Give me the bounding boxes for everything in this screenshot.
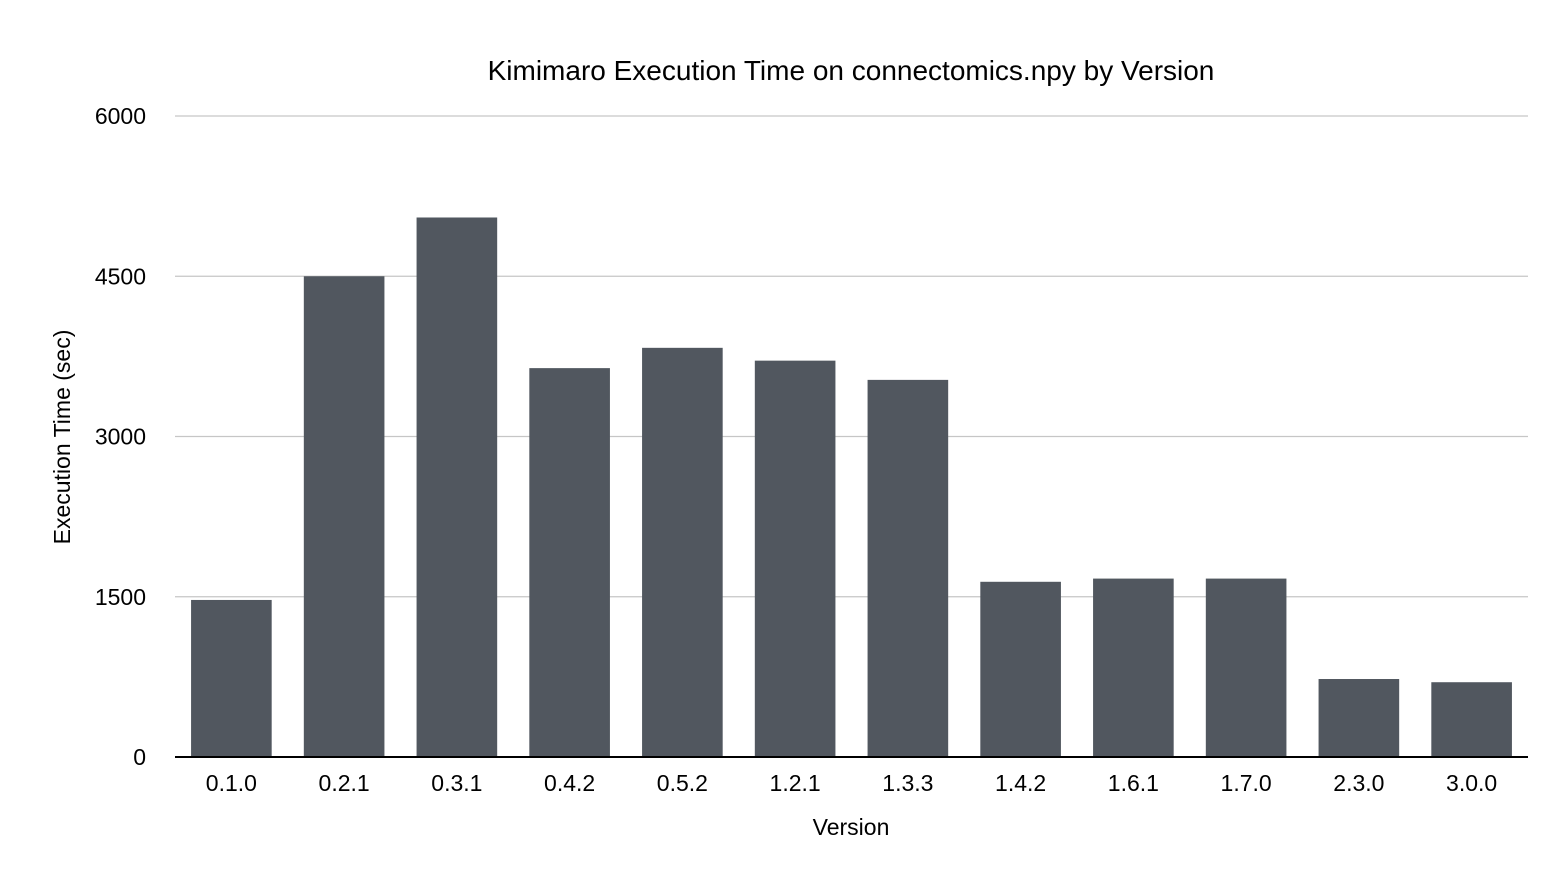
x-tick-label: 1.2.1 xyxy=(770,770,821,796)
x-tick-label: 1.7.0 xyxy=(1221,770,1272,796)
bars xyxy=(191,217,1512,757)
y-tick-label: 0 xyxy=(133,744,146,770)
x-tick-labels: 0.1.0 0.2.1 0.3.1 0.4.2 0.5.2 1.2.1 1.3.3 1.4.2… xyxy=(206,770,1497,796)
bar-2.3.0 xyxy=(1318,679,1400,757)
x-tick-label: 1.3.3 xyxy=(882,770,933,796)
bar-3.0.0 xyxy=(1431,682,1512,757)
x-tick-label: 0.3.1 xyxy=(431,770,482,796)
x-tick-label: 1.4.2 xyxy=(995,770,1046,796)
x-tick-label: 0.1.0 xyxy=(206,770,257,796)
y-tick-labels: 0 1500 3000 4500 6000 xyxy=(95,103,146,770)
bar-1.7.0 xyxy=(1205,578,1287,757)
x-tick-label: 3.0.0 xyxy=(1446,770,1497,796)
y-tick-label: 1500 xyxy=(95,584,146,610)
y-tick-label: 6000 xyxy=(95,103,146,129)
x-tick-label: 2.3.0 xyxy=(1333,770,1384,796)
x-tick-label: 1.6.1 xyxy=(1108,770,1159,796)
bar-1.4.2 xyxy=(980,581,1061,757)
bar-0.1.0 xyxy=(191,599,272,757)
bar-0.2.1 xyxy=(303,276,385,757)
bar-0.3.1 xyxy=(416,217,498,757)
gridlines xyxy=(175,115,1528,598)
x-tick-label: 0.2.1 xyxy=(319,770,370,796)
x-tick-label: 0.5.2 xyxy=(657,770,708,796)
bar-1.6.1 xyxy=(1093,578,1174,757)
x-axis-label: Version xyxy=(813,814,890,840)
bar-1.3.3 xyxy=(867,379,949,757)
x-tick-label: 0.4.2 xyxy=(544,770,595,796)
bar-0.5.2 xyxy=(642,347,723,757)
bar-0.4.2 xyxy=(529,368,610,757)
y-tick-label: 4500 xyxy=(95,263,146,289)
bar-1.2.1 xyxy=(754,360,836,757)
chart-title: Kimimaro Execution Time on connectomics.… xyxy=(488,55,1215,86)
y-tick-label: 3000 xyxy=(95,424,146,450)
y-axis-label: Execution Time (sec) xyxy=(49,330,75,545)
